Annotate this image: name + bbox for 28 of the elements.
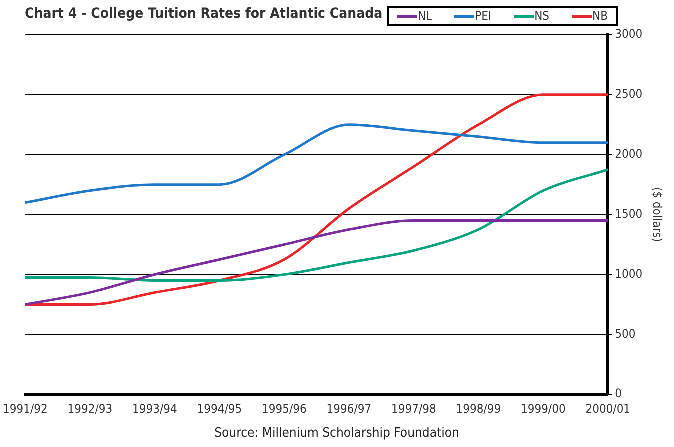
x-tick-label: 1993/94 bbox=[132, 402, 178, 416]
source-note: Source: Millenium Scholarship Foundation bbox=[214, 426, 460, 441]
y-tick-label: 500 bbox=[615, 326, 636, 341]
y-axis-title: ($ dollars) bbox=[650, 187, 665, 242]
x-tick-label: 1998/99 bbox=[456, 402, 502, 416]
y-tick-label: 0 bbox=[615, 386, 622, 401]
y-tick-label: 1500 bbox=[615, 206, 643, 221]
x-tick-label: 1992/93 bbox=[68, 402, 113, 416]
line-series bbox=[24, 220, 610, 306]
y-tick-label: 2500 bbox=[615, 87, 643, 102]
y-tick-label: 2000 bbox=[615, 146, 643, 161]
legend-label: NL bbox=[416, 9, 432, 23]
x-tick-label: 2000/01 bbox=[586, 402, 631, 416]
x-tick-label: 1997/98 bbox=[391, 402, 436, 416]
legend-label: NS bbox=[534, 9, 550, 23]
line-series bbox=[24, 168, 610, 282]
legend-label: NB bbox=[592, 9, 608, 23]
x-tick-label: 1995/96 bbox=[262, 402, 307, 416]
x-tick-label: 1991/92 bbox=[3, 402, 48, 416]
line-series bbox=[24, 94, 610, 306]
x-tick-label: 1994/95 bbox=[197, 402, 242, 416]
y-tick-label: 1000 bbox=[615, 266, 643, 281]
y-tick-label: 3000 bbox=[615, 27, 643, 42]
legend-label: PEI bbox=[474, 9, 492, 23]
x-tick-label: 1999/00 bbox=[520, 402, 566, 416]
chart-title: Chart 4 - College Tuition Rates for Atlantic Canada bbox=[25, 6, 383, 22]
line-series bbox=[24, 124, 610, 204]
x-tick-label: 1996/97 bbox=[326, 402, 372, 416]
